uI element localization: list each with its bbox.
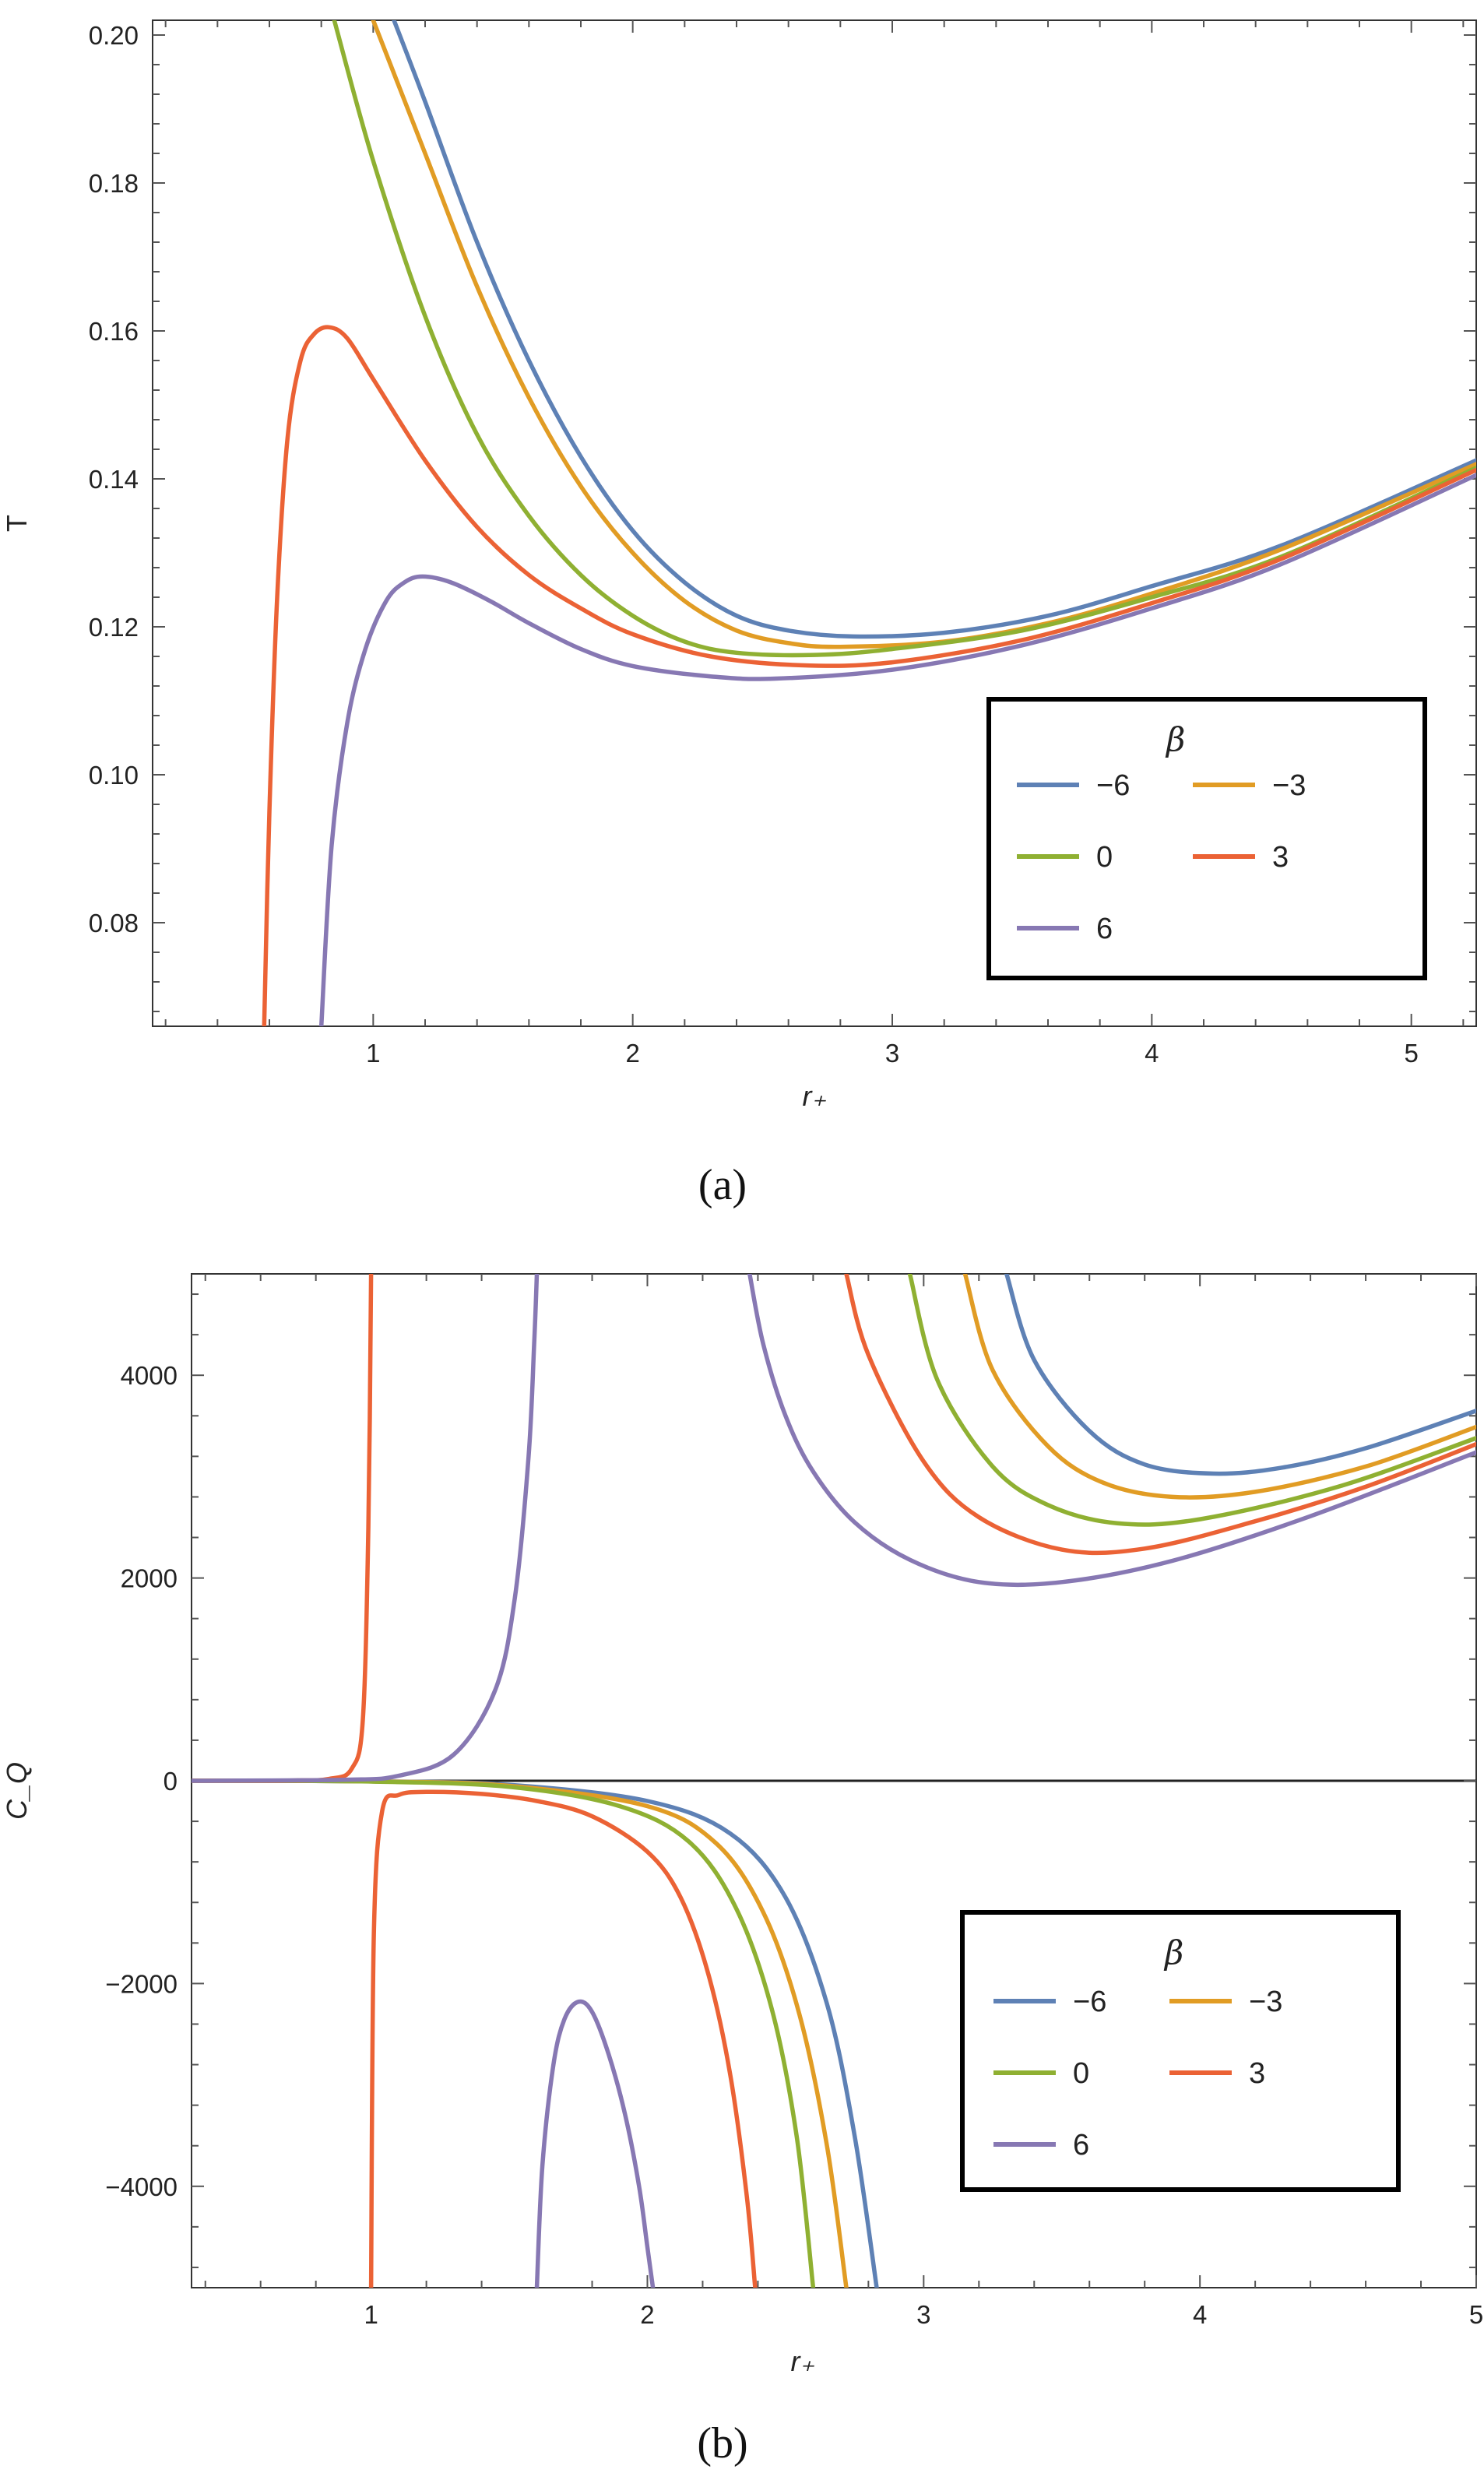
y-tick-label: 0.12	[89, 613, 139, 642]
legend-label-beta-3: 3	[1272, 841, 1289, 874]
x-tick-label: 5	[1469, 2300, 1483, 2329]
y-tick-label: 0.16	[89, 317, 139, 346]
legend-label-beta-−6: −6	[1073, 1986, 1106, 2018]
panel-b-y-ticks: −4000 −2000 0 2000 4000	[105, 1293, 1476, 2268]
panel-b-chart: 1 2 3 4 5 −4000 −2000 0 2000 4000 r₊ C_Q β −6 −3 0…	[1, 1273, 1483, 2468]
series-line-beta-6	[318, 473, 1476, 1026]
legend-label-beta-−3: −3	[1249, 1986, 1282, 2018]
legend-label-beta-0: 0	[1096, 841, 1113, 874]
series-line-beta-6	[534, 1999, 656, 2288]
y-tick-label: −4000	[105, 2172, 178, 2201]
legend-label-beta-6: 6	[1073, 2129, 1089, 2162]
panel-a-legend-title: β	[1165, 720, 1185, 758]
panel-a-y-ticks: 0.08 0.10 0.12 0.14 0.16 0.18 0.20	[89, 21, 1476, 1012]
y-tick-label: 0.14	[89, 465, 139, 494]
y-tick-label: 0.20	[89, 21, 139, 50]
panel-a-y-axis-label: T	[1, 515, 33, 532]
x-tick-label: 1	[366, 1039, 380, 1068]
x-tick-label: 1	[364, 2300, 378, 2329]
series-line-beta-3	[368, 1789, 758, 2288]
panel-b-x-axis-label: r₊	[791, 2345, 815, 2377]
legend-label-beta-−6: −6	[1096, 769, 1130, 802]
y-tick-label: 0.08	[89, 909, 139, 937]
panel-b-caption: (b)	[697, 2419, 747, 2468]
x-tick-label: 2	[625, 1039, 639, 1068]
y-tick-label: 0.18	[89, 169, 139, 198]
series-line-beta-−3	[371, 20, 1476, 649]
panel-a-legend: β −6 −3 0 3 6	[986, 697, 1427, 980]
legend-label-beta-6: 6	[1096, 913, 1113, 945]
x-tick-label: 4	[1193, 2300, 1207, 2329]
legend-label-beta-0: 0	[1073, 2057, 1089, 2090]
x-tick-label: 2	[640, 2300, 654, 2329]
y-tick-label: 4000	[121, 1361, 178, 1390]
y-tick-label: 0	[164, 1767, 178, 1796]
y-tick-label: 0.10	[89, 761, 139, 790]
legend-label-beta-−3: −3	[1272, 769, 1306, 802]
series-line-beta-3	[844, 1274, 1476, 1556]
y-tick-label: −2000	[105, 1969, 178, 1998]
panel-b-legend-items: −6 −3 0 3 6	[993, 1986, 1282, 2162]
panel-a-x-axis-label: r₊	[803, 1080, 827, 1112]
panel-a-series	[262, 20, 1476, 1026]
series-line-beta-6	[192, 1274, 540, 1783]
panel-a-caption: (a)	[698, 1161, 747, 1209]
x-tick-label: 3	[885, 1039, 899, 1068]
series-line-beta-−3	[962, 1274, 1476, 1500]
panel-b-legend: β −6 −3 0 3 6	[960, 1910, 1401, 2192]
y-tick-label: 2000	[121, 1564, 178, 1593]
panel-a-legend-items: −6 −3 0 3 6	[1017, 769, 1306, 945]
panel-b-y-axis-label: C_Q	[1, 1762, 33, 1820]
series-line-beta-−6	[392, 20, 1476, 639]
series-line-beta-0	[192, 1778, 816, 2288]
panel-b-series	[192, 1274, 1476, 2288]
panel-a-x-ticks: 1 2 3 4 5	[164, 20, 1465, 1068]
series-line-beta-−6	[1004, 1274, 1476, 1476]
series-line-beta-6	[747, 1274, 1476, 1588]
panel-b-legend-title: β	[1163, 1933, 1183, 1972]
series-line-beta-0	[332, 20, 1476, 658]
legend-label-beta-3: 3	[1249, 2057, 1265, 2090]
x-tick-label: 3	[916, 2300, 930, 2329]
x-tick-label: 4	[1145, 1039, 1159, 1068]
series-line-beta-0	[907, 1274, 1476, 1527]
series-line-beta-3	[262, 325, 1476, 1026]
panel-a-legend-box	[986, 697, 1427, 980]
x-tick-label: 5	[1404, 1039, 1418, 1068]
